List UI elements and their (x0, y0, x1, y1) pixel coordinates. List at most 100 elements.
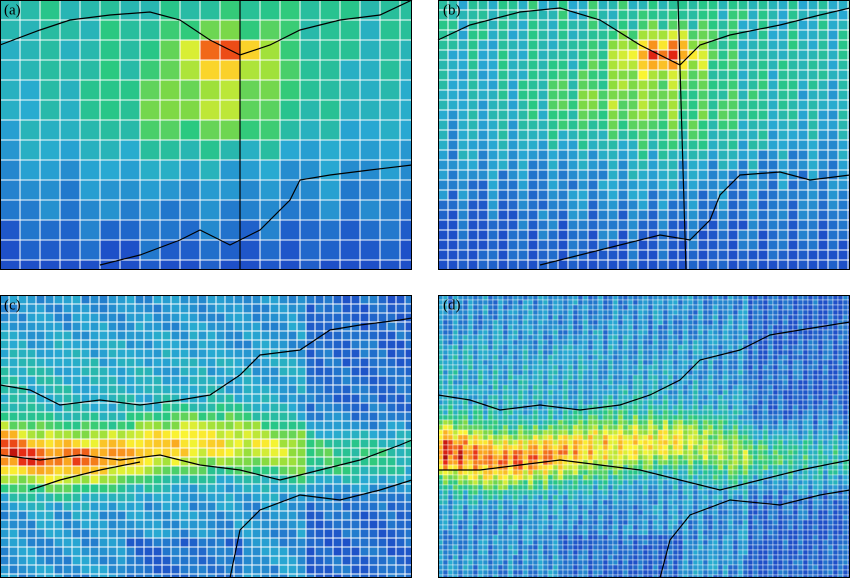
grid-cell (567, 409, 574, 416)
grid-cell (251, 483, 262, 494)
grid-cell (215, 510, 226, 521)
grid-cell (672, 324, 679, 331)
grid-cell (386, 339, 397, 350)
grid-cell (457, 259, 469, 271)
grid-cell (672, 359, 679, 366)
grid-cell (457, 189, 469, 201)
grid-cell (552, 354, 559, 361)
grid-cell (197, 366, 208, 377)
grid-cell (53, 375, 64, 386)
grid-cell (642, 319, 649, 326)
grid-cell (827, 399, 834, 406)
grid-cell (632, 339, 639, 346)
grid-cell (707, 344, 714, 351)
grid-cell (507, 209, 519, 221)
grid-cell (742, 339, 749, 346)
grid-cell (802, 354, 809, 361)
grid-cell (323, 420, 334, 431)
grid-cell (497, 19, 509, 31)
grid-cell (827, 69, 839, 81)
grid-cell (314, 519, 325, 530)
grid-cell (587, 19, 599, 31)
grid-cell (762, 374, 769, 381)
grid-cell (577, 49, 589, 61)
grid-cell (59, 159, 81, 181)
grid-cell (592, 304, 599, 311)
grid-cell (777, 384, 784, 391)
grid-cell (17, 366, 28, 377)
grid-cell (522, 359, 529, 366)
grid-cell (206, 492, 217, 503)
grid-cell (98, 510, 109, 521)
grid-cell (537, 344, 544, 351)
grid-cell (687, 414, 694, 421)
grid-cell (717, 209, 729, 221)
grid-cell (692, 309, 699, 316)
grid-cell (437, 119, 449, 131)
grid-cell (287, 438, 298, 449)
grid-cell (59, 239, 81, 261)
grid-cell (797, 229, 809, 241)
grid-cell (767, 79, 779, 91)
grid-cell (62, 537, 73, 548)
grid-cell (557, 239, 569, 251)
grid-cell (492, 399, 499, 406)
grid-cell (497, 414, 504, 421)
grid-cell (562, 339, 569, 346)
grid-cell (287, 429, 298, 440)
grid-cell (807, 354, 814, 361)
grid-cell (442, 389, 449, 396)
grid-cell (697, 369, 704, 376)
grid-cell (62, 375, 73, 386)
grid-cell (457, 119, 469, 131)
grid-cell (8, 321, 19, 332)
grid-cell (368, 402, 379, 413)
grid-cell (462, 314, 469, 321)
grid-cell (350, 528, 361, 539)
grid-cell (482, 334, 489, 341)
grid-cell (447, 409, 454, 416)
grid-cell (827, 229, 839, 241)
grid-cell (26, 510, 37, 521)
grid-cell (332, 447, 343, 458)
grid-cell (737, 149, 749, 161)
grid-cell (467, 419, 474, 426)
grid-cell (547, 19, 559, 31)
grid-cell (62, 456, 73, 467)
grid-cell (517, 334, 524, 341)
grid-cell (527, 339, 534, 346)
grid-cell (377, 465, 388, 476)
grid-cell (278, 546, 289, 557)
grid-cell (587, 414, 594, 421)
grid-cell (547, 149, 559, 161)
grid-cell (777, 374, 784, 381)
grid-cell (89, 546, 100, 557)
grid-cell (323, 483, 334, 494)
grid-cell (512, 329, 519, 336)
grid-cell (332, 357, 343, 368)
grid-cell (179, 429, 190, 440)
grid-cell (487, 329, 494, 336)
grid-cell (647, 39, 659, 51)
grid-cell (462, 324, 469, 331)
grid-cell (59, 219, 81, 241)
grid-cell (627, 404, 634, 411)
grid-cell (71, 366, 82, 377)
grid-cell (71, 528, 82, 539)
grid-cell (152, 510, 163, 521)
grid-cell (637, 199, 649, 211)
grid-cell (287, 537, 298, 548)
grid-cell (592, 334, 599, 341)
grid-cell (477, 69, 489, 81)
grid-cell (667, 169, 679, 181)
grid-cell (259, 239, 281, 261)
grid-cell (359, 119, 381, 141)
grid-cell (517, 389, 524, 396)
grid-cell (717, 159, 729, 171)
grid-cell (762, 389, 769, 396)
grid-cell (368, 339, 379, 350)
grid-cell (797, 369, 804, 376)
grid-cell (742, 414, 749, 421)
grid-cell (319, 199, 341, 221)
grid-cell (627, 59, 639, 71)
